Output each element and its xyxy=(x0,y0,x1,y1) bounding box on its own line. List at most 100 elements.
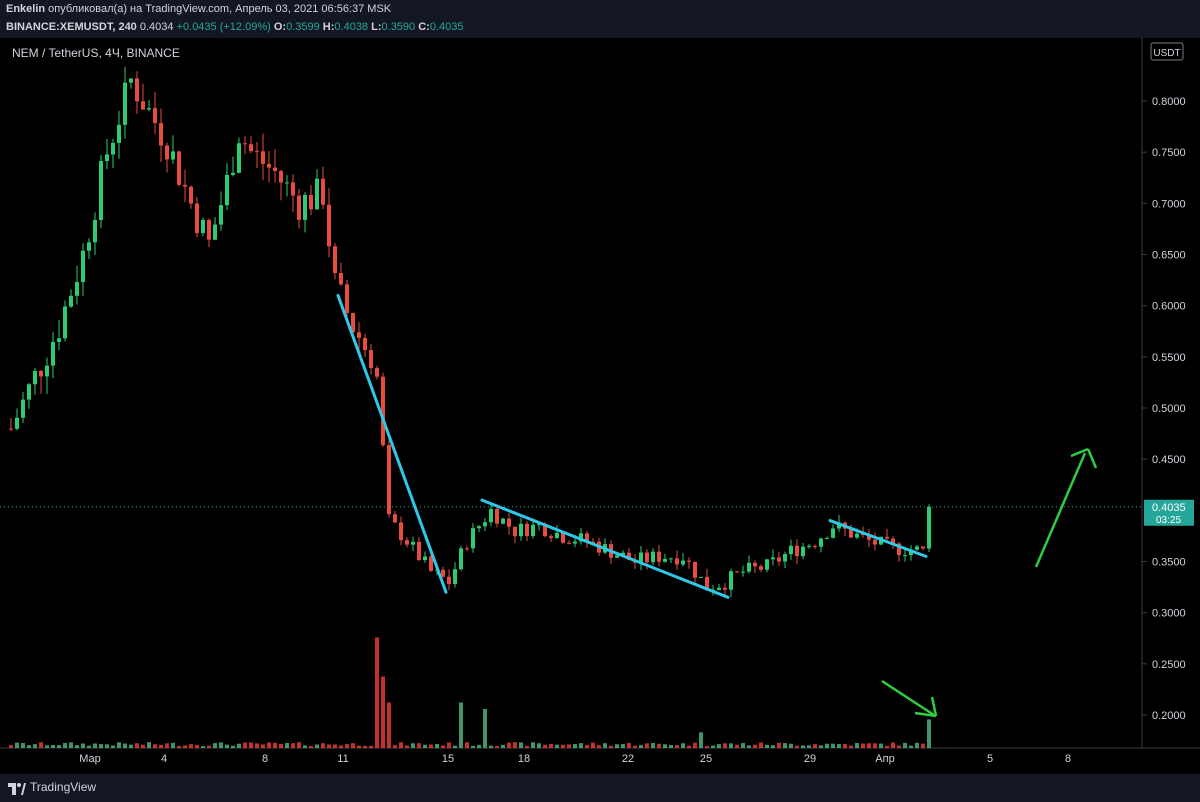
candle-body xyxy=(693,561,697,578)
chart-header: Enkelin опубликовал(а) на TradingView.co… xyxy=(0,0,1200,38)
volume-bar xyxy=(729,743,733,748)
last-price: 0.4034 xyxy=(139,21,174,33)
y-tick-label: 0.8000 xyxy=(1152,96,1186,108)
publisher-name[interactable]: Enkelin xyxy=(6,3,46,15)
candle-body xyxy=(453,569,457,584)
volume-bar xyxy=(477,744,481,748)
close-value: 0.4035 xyxy=(429,21,464,33)
tradingview-name[interactable]: TradingView xyxy=(30,780,97,794)
x-tick-label: 4 xyxy=(161,753,167,765)
candle-body xyxy=(339,273,343,285)
candle-body xyxy=(393,514,397,523)
volume-bar xyxy=(537,743,541,748)
tradingview-logo-icon xyxy=(8,783,26,795)
candle-body xyxy=(99,160,103,220)
volume-bar xyxy=(405,745,409,748)
candle-body xyxy=(477,526,481,529)
volume-bar xyxy=(441,745,445,748)
candle-body xyxy=(657,551,661,562)
candle-body xyxy=(357,332,361,338)
volume-bar xyxy=(129,744,133,748)
candle-body xyxy=(753,562,757,567)
symbol-name[interactable]: BINANCE:XEMUSDT, 240 xyxy=(6,21,137,33)
candle-body xyxy=(687,560,691,562)
y-tick-label: 0.5500 xyxy=(1152,352,1186,364)
volume-bar xyxy=(147,742,151,748)
candle-body xyxy=(303,194,307,220)
trend-line xyxy=(336,293,448,594)
publisher-line: Enkelin опубликовал(а) на TradingView.co… xyxy=(6,3,391,15)
open-label: O: xyxy=(273,21,287,33)
volume-bar xyxy=(387,702,391,748)
candle-body xyxy=(159,123,163,146)
candle-body xyxy=(819,538,823,547)
volume-bar xyxy=(765,744,769,748)
volume-bar xyxy=(453,745,457,748)
volume-bar xyxy=(375,637,379,748)
candle-body xyxy=(45,365,49,377)
volume-bar xyxy=(357,745,361,748)
volume-bar xyxy=(585,745,589,748)
candle-body xyxy=(447,576,451,584)
volume-bar xyxy=(825,743,829,748)
candle-body xyxy=(741,571,745,573)
y-tick-label: 0.6000 xyxy=(1152,301,1186,313)
trend-lines xyxy=(336,293,928,599)
volume-bar xyxy=(117,742,121,748)
candle-body xyxy=(39,370,43,377)
volume-bar xyxy=(309,745,313,748)
candle-body xyxy=(543,524,547,537)
x-tick-label: 15 xyxy=(442,753,454,765)
candle-body xyxy=(573,541,577,544)
volume-bar xyxy=(465,742,469,748)
volume-bar xyxy=(141,744,145,748)
volume-bar xyxy=(153,744,157,748)
volume-bar xyxy=(681,743,685,748)
price-chart[interactable]: NEM / TetherUS, 4Ч, BINANCE USDT 0.80000… xyxy=(0,38,1200,774)
volume-bar xyxy=(189,744,193,748)
current-price-value: 0.4035 xyxy=(1152,502,1186,514)
close-label: C: xyxy=(418,21,430,33)
currency-box[interactable]: USDT xyxy=(1150,42,1184,61)
volume-bar xyxy=(513,742,517,748)
candle-body xyxy=(813,545,817,547)
candle-body xyxy=(801,546,805,557)
x-tick-label: 8 xyxy=(1065,753,1071,765)
candle-body xyxy=(885,536,889,539)
candle-body xyxy=(87,242,91,251)
candle-body xyxy=(147,108,151,110)
candle-body xyxy=(723,587,727,590)
volume-bar xyxy=(927,719,931,748)
candle-body xyxy=(111,142,115,155)
candle-body xyxy=(261,151,265,164)
volume-bar xyxy=(249,742,253,748)
candle-body xyxy=(555,532,559,539)
candle-body xyxy=(849,528,853,538)
candle-body xyxy=(243,143,247,145)
candle-body xyxy=(675,558,679,565)
volume-bar xyxy=(579,743,583,748)
volume-bar xyxy=(837,744,841,748)
volume-bar xyxy=(111,745,115,748)
candle-body xyxy=(519,523,523,537)
candle-body xyxy=(279,170,283,183)
volume-bar xyxy=(285,742,289,748)
volume-bar xyxy=(675,745,679,748)
volume-bar xyxy=(627,742,631,748)
volume-bar xyxy=(57,745,61,748)
volume-bar xyxy=(315,744,319,748)
candle-body xyxy=(207,219,211,240)
candle-body xyxy=(903,555,907,557)
volume-bar xyxy=(339,745,343,748)
candle-body xyxy=(897,543,901,556)
countdown: 03:25 xyxy=(1156,515,1181,526)
volume-bar xyxy=(921,743,925,748)
candle-body xyxy=(129,78,133,83)
volume-bar xyxy=(27,745,31,748)
candle-body xyxy=(177,151,181,185)
volume-bar xyxy=(159,745,163,748)
volume-bar xyxy=(219,742,223,748)
volume-bar xyxy=(657,743,661,748)
volume-bar xyxy=(225,744,229,748)
volume-bar xyxy=(699,732,703,748)
